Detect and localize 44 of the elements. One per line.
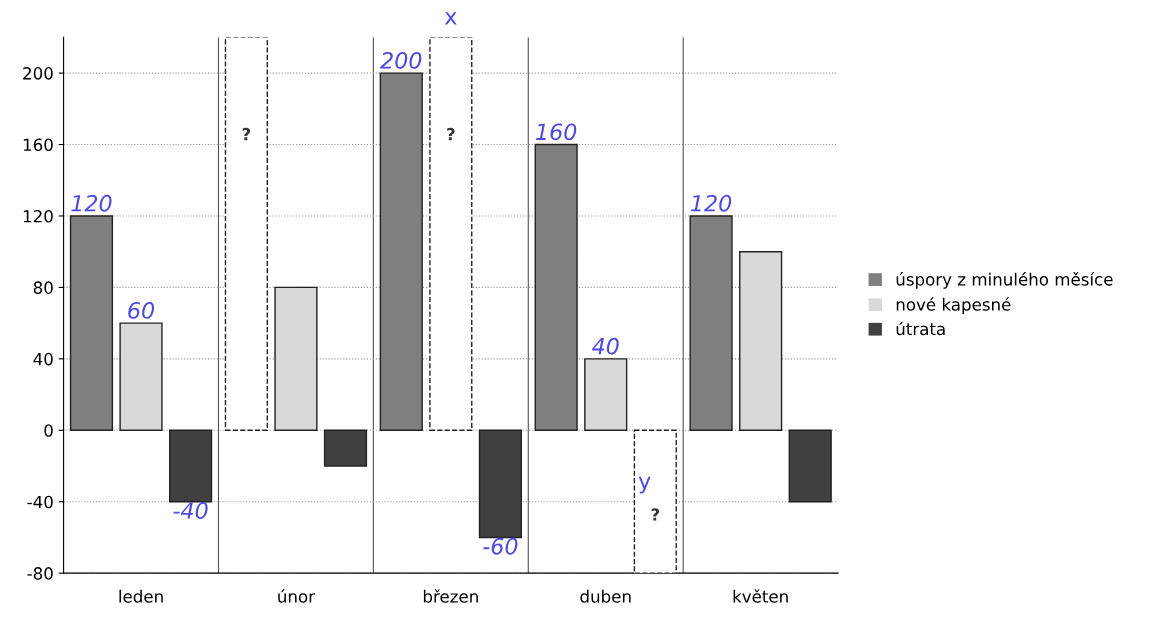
data-label: ? [651,508,660,521]
legend-label: nové kapesné [896,297,1011,314]
bar [478,429,523,539]
bar [69,215,114,431]
bar [584,358,628,431]
y-tick-label: 120 [23,209,53,223]
data-label: -40 [173,502,208,519]
x-tick-label: květen [733,589,788,603]
y-tick-label: 160 [23,138,53,152]
data-label: ? [242,127,251,141]
data-label: 60 [128,302,155,319]
data-label: 40 [592,337,619,355]
bar [168,429,213,503]
annotation: x [444,12,457,25]
y-tick-label: -40 [27,495,53,509]
annotation: y [638,476,651,494]
data-label: -60 [483,537,518,555]
bar [689,215,733,431]
data-label: 120 [71,194,112,212]
y-tick-label: 80 [33,281,53,294]
x-tick-label: únor [278,589,316,603]
bar [224,37,268,431]
bar [274,286,318,431]
data-label: 160 [536,123,577,141]
data-label: 200 [380,51,422,69]
bar [323,429,368,467]
data-label: ? [447,127,455,141]
y-tick-label: -80 [27,567,53,580]
bar [788,429,832,503]
x-tick-label: duben [580,589,631,603]
y-tick-label: 0 [44,424,53,437]
data-label: 120 [690,194,732,212]
y-tick-label: 40 [33,352,53,366]
bar [429,37,473,431]
bar [739,250,783,431]
y-tick-label: 200 [23,67,53,80]
bar [379,72,423,431]
bar [633,429,677,574]
legend-label: útrata [896,321,945,336]
x-tick-label: březen [423,589,478,603]
x-tick-label: leden [119,589,163,603]
bar [119,322,163,431]
legend-label: úspory z minulého měsíce [896,272,1113,289]
bar [534,143,578,431]
